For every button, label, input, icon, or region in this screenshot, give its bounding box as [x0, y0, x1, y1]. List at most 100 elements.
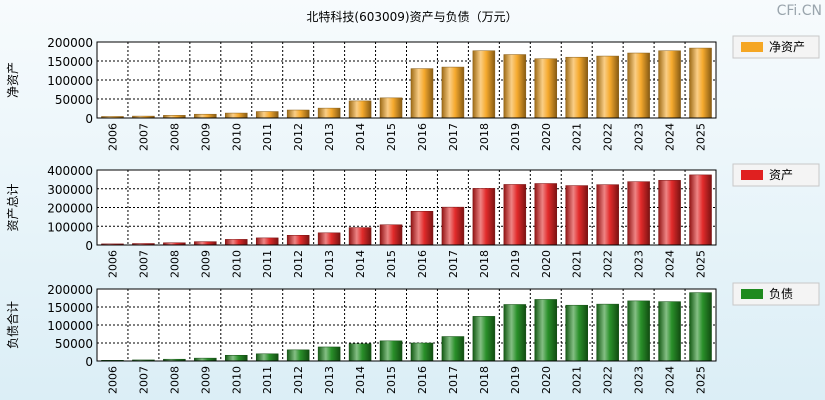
bar-2011 [255, 237, 279, 246]
y-tick-label: 200000 [47, 36, 93, 50]
bar-2014 [348, 227, 372, 246]
bar-2010 [225, 239, 248, 246]
x-tick-label: 2018 [478, 250, 491, 278]
x-tick-label: 2012 [292, 123, 305, 151]
y-tick-label: 300000 [47, 183, 93, 197]
bar-2017 [441, 206, 465, 246]
bar-2024 [658, 50, 681, 119]
x-tick-label: 2022 [602, 123, 615, 151]
bar-2020 [534, 299, 558, 362]
x-tick-label: 2011 [261, 250, 274, 278]
bar-2020 [534, 58, 558, 119]
bar-2009 [194, 113, 217, 119]
bar-2023 [627, 181, 650, 246]
plot-frame [96, 169, 717, 246]
bar-2022 [596, 184, 619, 246]
x-tick-label: 2020 [540, 250, 553, 278]
bar-2012 [286, 235, 310, 246]
x-tick-label: 2016 [416, 250, 429, 278]
legend-box [732, 282, 820, 306]
bar-2025 [689, 174, 712, 246]
x-tick-label: 2020 [540, 123, 553, 151]
x-tick-label: 2007 [137, 366, 150, 394]
bar-2024 [658, 180, 681, 246]
y-tick-label: 100000 [47, 74, 93, 88]
bar-2021 [565, 56, 588, 119]
bar-2013 [317, 346, 341, 362]
bar-2016 [410, 68, 434, 119]
legend-swatch [741, 289, 763, 299]
y-tick-label: 0 [85, 112, 93, 126]
x-tick-label: 2025 [695, 366, 708, 394]
bar-2013 [317, 107, 341, 119]
x-tick-label: 2008 [168, 250, 181, 278]
x-tick-label: 2018 [478, 123, 491, 151]
bar-2020 [534, 183, 558, 246]
x-tick-label: 2025 [695, 123, 708, 151]
bar-2012 [286, 349, 310, 362]
x-tick-label: 2011 [261, 366, 274, 394]
bar-2019 [503, 304, 527, 362]
x-tick-label: 2016 [416, 366, 429, 394]
x-tick-label: 2024 [664, 123, 677, 151]
x-tick-label: 2019 [509, 123, 522, 151]
bar-2025 [689, 47, 712, 119]
y-tick-label: 0 [85, 239, 93, 253]
chart-panel-2: 400000 300000 200000 100000 0 2006 2007 2008 200… [6, 163, 820, 278]
bar-2011 [255, 111, 279, 119]
x-tick-label: 2006 [106, 250, 119, 278]
y-tick-label: 150000 [47, 301, 93, 315]
plot-frame [96, 41, 717, 119]
x-tick-label: 2012 [292, 250, 305, 278]
x-tick-label: 2025 [695, 250, 708, 278]
x-tick-label: 2015 [385, 123, 398, 151]
x-tick-label: 2023 [633, 123, 646, 151]
bar-2019 [503, 54, 527, 119]
y-axis-label: 资产总计 [6, 183, 20, 231]
y-tick-label: 200000 [47, 283, 93, 297]
bar-2013 [317, 232, 341, 246]
y-tick-label: 0 [85, 355, 93, 369]
y-tick-label: 50000 [55, 93, 93, 107]
x-tick-label: 2022 [602, 366, 615, 394]
x-tick-label: 2021 [571, 366, 584, 394]
bar-2018 [472, 50, 496, 119]
x-tick-label: 2011 [261, 123, 274, 151]
legend-label: 资产 [769, 168, 793, 182]
legend-swatch [741, 42, 763, 52]
bar-2016 [410, 211, 434, 246]
y-axis-label: 负债合计 [5, 301, 20, 349]
bar-2019 [503, 184, 527, 246]
bar-2016 [410, 342, 434, 362]
x-tick-label: 2014 [354, 250, 367, 278]
bar-2023 [627, 300, 650, 362]
legend-box [732, 35, 820, 59]
x-tick-label: 2006 [106, 366, 119, 394]
bar-2012 [286, 109, 310, 119]
x-tick-label: 2017 [447, 366, 460, 394]
legend-label: 净资产 [769, 40, 805, 54]
x-tick-label: 2023 [633, 250, 646, 278]
bar-2025 [689, 292, 712, 362]
x-tick-label: 2009 [199, 250, 212, 278]
legend-box [732, 163, 820, 187]
y-tick-label: 100000 [47, 319, 93, 333]
x-tick-label: 2024 [664, 366, 677, 394]
x-tick-label: 2024 [664, 250, 677, 278]
chart-title: 北特科技(603009)资产与负债（万元） [306, 9, 517, 24]
x-tick-label: 2021 [571, 250, 584, 278]
bar-2017 [441, 66, 465, 119]
x-tick-label: 2018 [478, 366, 491, 394]
x-tick-label: 2021 [571, 123, 584, 151]
bar-2015 [379, 224, 403, 246]
x-tick-label: 2017 [447, 123, 460, 151]
bar-2009 [194, 241, 217, 246]
x-tick-label: 2007 [137, 250, 150, 278]
x-tick-label: 2013 [323, 250, 336, 278]
watermark: CFi.CN [777, 3, 822, 19]
x-tick-label: 2023 [633, 366, 646, 394]
legend-swatch [741, 170, 763, 180]
x-tick-label: 2017 [447, 250, 460, 278]
bar-2015 [379, 340, 403, 362]
